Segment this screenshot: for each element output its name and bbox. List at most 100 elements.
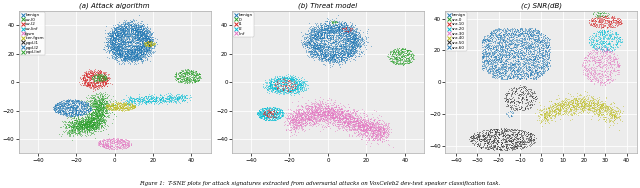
Point bbox=[118, 60, 129, 63]
Point bbox=[346, 50, 356, 53]
Point bbox=[404, 61, 414, 64]
Point bbox=[391, 53, 401, 56]
Point bbox=[192, 77, 202, 80]
Point bbox=[586, 23, 596, 26]
Point bbox=[342, 30, 352, 33]
Point bbox=[600, 66, 610, 69]
Point bbox=[349, 118, 360, 121]
Point bbox=[538, 44, 548, 47]
Point bbox=[612, 33, 623, 36]
Point bbox=[587, 74, 597, 77]
Point bbox=[320, 105, 330, 108]
Point bbox=[88, 108, 99, 111]
Point bbox=[105, 32, 115, 35]
Point bbox=[522, 46, 532, 49]
Point bbox=[605, 19, 616, 22]
Point bbox=[316, 118, 326, 121]
Point bbox=[522, 43, 532, 46]
Point bbox=[403, 52, 413, 55]
Point bbox=[280, 77, 290, 80]
Point bbox=[311, 37, 321, 40]
Point bbox=[310, 41, 320, 44]
Point bbox=[323, 43, 333, 46]
Point bbox=[83, 129, 93, 132]
Point bbox=[136, 29, 146, 32]
Point bbox=[527, 68, 538, 71]
Point bbox=[585, 108, 595, 111]
Point bbox=[614, 66, 624, 69]
Point bbox=[593, 43, 603, 46]
Point bbox=[93, 79, 104, 82]
Point bbox=[584, 59, 594, 62]
Point bbox=[518, 143, 528, 146]
Point bbox=[497, 135, 508, 138]
Point bbox=[96, 70, 106, 74]
Point bbox=[90, 115, 100, 118]
Point bbox=[603, 49, 613, 52]
Point bbox=[367, 129, 377, 132]
Point bbox=[342, 28, 353, 31]
Point bbox=[327, 55, 337, 58]
Point bbox=[534, 108, 544, 111]
Point bbox=[298, 88, 308, 91]
Point bbox=[350, 44, 360, 47]
Point bbox=[61, 125, 71, 128]
Point bbox=[113, 44, 124, 47]
Point bbox=[602, 16, 612, 19]
Point bbox=[83, 75, 93, 78]
Point bbox=[303, 114, 314, 117]
Point bbox=[570, 102, 580, 105]
Point bbox=[120, 22, 131, 25]
Point bbox=[571, 107, 581, 110]
Point bbox=[376, 125, 387, 128]
Point bbox=[127, 56, 138, 59]
Point bbox=[541, 60, 552, 63]
Point bbox=[507, 130, 517, 133]
Point bbox=[58, 133, 68, 136]
Point bbox=[316, 114, 326, 117]
Point bbox=[282, 86, 292, 89]
Point bbox=[550, 103, 561, 106]
Point bbox=[99, 77, 109, 80]
Point bbox=[328, 114, 339, 117]
Point bbox=[92, 116, 102, 119]
Point bbox=[74, 124, 84, 127]
Point bbox=[128, 18, 138, 21]
Point bbox=[66, 113, 76, 116]
Point bbox=[141, 38, 152, 41]
Point bbox=[90, 112, 100, 115]
Point bbox=[144, 98, 154, 101]
Point bbox=[253, 111, 264, 114]
Point bbox=[596, 103, 606, 106]
Point bbox=[132, 33, 143, 36]
Point bbox=[516, 70, 526, 73]
Point bbox=[269, 112, 279, 115]
Point bbox=[319, 114, 330, 117]
Point bbox=[281, 128, 291, 131]
Point bbox=[607, 79, 617, 82]
Point bbox=[344, 115, 355, 118]
Point bbox=[337, 28, 347, 31]
Point bbox=[529, 68, 540, 71]
Point bbox=[505, 136, 515, 139]
Point bbox=[129, 103, 140, 106]
Point bbox=[529, 58, 539, 61]
Point bbox=[88, 77, 98, 80]
Point bbox=[342, 29, 353, 32]
Point bbox=[559, 103, 569, 106]
Point bbox=[83, 82, 93, 85]
Point bbox=[275, 90, 285, 93]
Point bbox=[258, 113, 268, 116]
Point bbox=[115, 24, 125, 27]
Point bbox=[525, 144, 535, 147]
Point bbox=[360, 134, 371, 137]
Point bbox=[124, 56, 134, 59]
Point bbox=[501, 94, 511, 97]
Point bbox=[180, 69, 190, 72]
Point bbox=[139, 43, 149, 46]
Point bbox=[536, 72, 547, 75]
Point bbox=[517, 91, 527, 94]
Point bbox=[101, 118, 111, 121]
Point bbox=[145, 94, 155, 97]
Point bbox=[95, 108, 106, 111]
